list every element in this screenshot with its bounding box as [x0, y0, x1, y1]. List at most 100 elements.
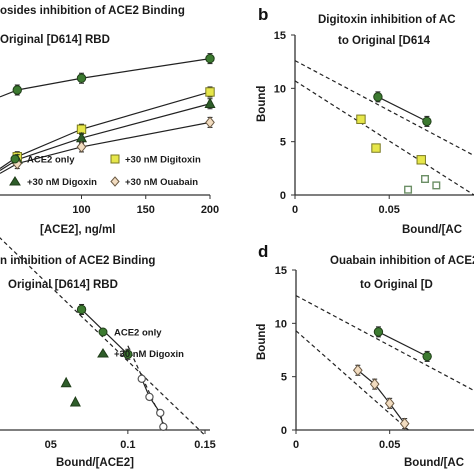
legend-label: +30 nM Digoxin	[27, 177, 97, 188]
series-line-ace2-only	[17, 58, 211, 91]
marker-30-nm-digitoxin	[416, 155, 426, 165]
x-tick-label: 0.1	[120, 439, 135, 451]
marker-ace2-only	[422, 116, 432, 127]
y-tick-label: 10	[274, 83, 286, 95]
legend-label: +30 nM Digitoxin	[125, 155, 201, 166]
panel-b-letter: b	[258, 5, 268, 24]
panel-c-x-label: Bound/[ACE2]	[56, 457, 134, 469]
x-tick-label: 0.05	[378, 204, 399, 216]
fit-line-ace2-only	[295, 295, 474, 392]
legend-marker-circle	[98, 327, 108, 337]
marker-open-symbols	[159, 422, 168, 431]
panel-c-x-ticks: 0.1 0.15 05	[45, 430, 216, 451]
marker-open-symbols	[145, 392, 154, 402]
panel-a-legend: ACE2 only +30 nM Digitoxin +30 nM Digoxi…	[9, 154, 201, 188]
marker-30-nm-ouabain	[399, 417, 410, 430]
legend-item-digitoxin: +30 nM Digitoxin	[110, 154, 201, 166]
y-tick-label: 15	[275, 265, 287, 277]
panel-b-title-line1: Digitoxin inhibition of AC	[318, 14, 456, 26]
marker-30-nm-digoxin	[204, 97, 216, 108]
y-tick-label: 5	[281, 372, 287, 384]
panel-d-title-line2: to Original [D	[360, 279, 433, 291]
fit-line-30-nm-ouabain	[295, 330, 409, 431]
panel-b-x-label: Bound/[AC	[402, 224, 462, 236]
panel-d-title-line1: Ouabain inhibition of ACE2 Binding	[330, 255, 474, 267]
panel-d-x-label: Bound/[AC	[404, 457, 464, 469]
marker-30-nm-digoxin	[60, 376, 72, 388]
panel-b-y-label: Bound	[256, 86, 268, 122]
x-tick-label: 0.15	[194, 439, 215, 451]
marker-ace2-only	[373, 92, 383, 102]
marker-30-nm-digitoxin-2	[404, 185, 413, 194]
marker-ace2-only	[373, 327, 384, 337]
panel-a-title-line1: osides inhibition of ACE2 Binding	[0, 5, 185, 17]
legend-item-ace2-only: ACE2 only	[98, 327, 162, 339]
x-tick-label: 150	[137, 204, 155, 216]
y-tick-label: 0	[280, 190, 286, 202]
fit-line-30-nm-digitoxin	[294, 80, 474, 196]
legend-label: ACE2 only	[27, 155, 75, 166]
x-tick-label: 0.05	[379, 439, 400, 451]
x-tick-label: 0	[293, 439, 299, 451]
fit-line-ace2-only	[294, 60, 474, 157]
marker-30-nm-digitoxin-2	[421, 174, 430, 183]
series-line-30-nm-digitoxin	[17, 91, 211, 158]
marker-open-symbols	[156, 408, 165, 418]
legend-item-digoxin: +30 nM Digoxin	[97, 348, 184, 360]
legend-marker-triangle	[9, 176, 21, 186]
legend-marker-square	[110, 154, 120, 164]
series-line-ace2-only	[378, 331, 428, 357]
legend-marker-triangle	[97, 348, 109, 358]
panel-a: osides inhibition of ACE2 Binding Origin…	[0, 5, 219, 236]
legend-label: +30 nM Digoxin	[114, 349, 184, 360]
marker-30-nm-ouabain	[369, 378, 380, 391]
marker-30-nm-ouabain	[384, 397, 395, 410]
panel-b-ticks: 0 0.05 0 5 10 15	[274, 30, 400, 216]
panel-b-markers	[356, 91, 441, 194]
x-tick-label: 100	[72, 204, 90, 216]
marker-ace2-only	[12, 85, 22, 95]
marker-open-symbols	[137, 374, 146, 383]
panel-a-x-label: [ACE2], ng/ml	[40, 224, 115, 236]
panel-d-y-label: Bound	[256, 324, 268, 360]
panel-a-title-line2: Original [D614] RBD	[0, 34, 110, 46]
marker-ace2-only	[205, 53, 215, 64]
marker-ace2-only	[123, 349, 133, 359]
legend-marker-circle	[10, 154, 20, 164]
y-tick-label: 5	[280, 137, 286, 149]
panel-b-fit-lines	[294, 60, 474, 196]
series-line-open-symbols	[141, 378, 164, 427]
panel-b: b Digitoxin inhibition of AC to Original…	[256, 5, 474, 236]
marker-30-nm-digoxin	[69, 395, 81, 407]
legend-item-ouabain: +30 nM Ouabain	[110, 176, 198, 188]
panel-b-title-line2: to Original [D614	[338, 35, 431, 47]
legend-item-ace2-only: ACE2 only	[10, 154, 75, 166]
legend-label: ACE2 only	[114, 328, 162, 339]
series-line-ace2-only	[377, 96, 428, 122]
panel-c-legend: ACE2 only +30 nM Digoxin	[97, 327, 184, 360]
y-tick-label: 15	[274, 30, 286, 42]
x-tick-label: 0	[292, 204, 298, 216]
panel-d: d Ouabain inhibition of ACE2 Binding to …	[256, 242, 474, 469]
y-tick-label: 0	[281, 425, 287, 437]
marker-ace2-only	[76, 73, 87, 83]
legend-item-digoxin: +30 nM Digoxin	[9, 176, 97, 188]
legend-marker-diamond	[110, 176, 120, 187]
panel-d-ticks: 0 0.05 0 5 10 15	[275, 265, 401, 451]
marker-30-nm-ouabain	[76, 140, 87, 153]
panel-c: n inhibition of ACE2 Binding Original [D…	[0, 237, 216, 469]
series-line-30-nm-digoxin	[17, 103, 211, 161]
panel-c-title-line2: Original [D614] RBD	[8, 279, 118, 291]
y-tick-label: 10	[275, 318, 287, 330]
marker-ace2-only	[76, 304, 87, 315]
marker-30-nm-digitoxin	[356, 114, 366, 124]
panel-d-markers	[352, 326, 432, 430]
marker-ace2-only	[422, 351, 432, 362]
legend-label: +30 nM Ouabain	[125, 177, 198, 188]
marker-30-nm-digitoxin-2	[432, 181, 441, 190]
x-tick-label: 05	[45, 439, 57, 451]
panel-a-x-ticks: 100 150 200	[72, 195, 219, 216]
panel-d-fit-lines	[295, 295, 474, 431]
panel-c-markers	[60, 303, 168, 431]
